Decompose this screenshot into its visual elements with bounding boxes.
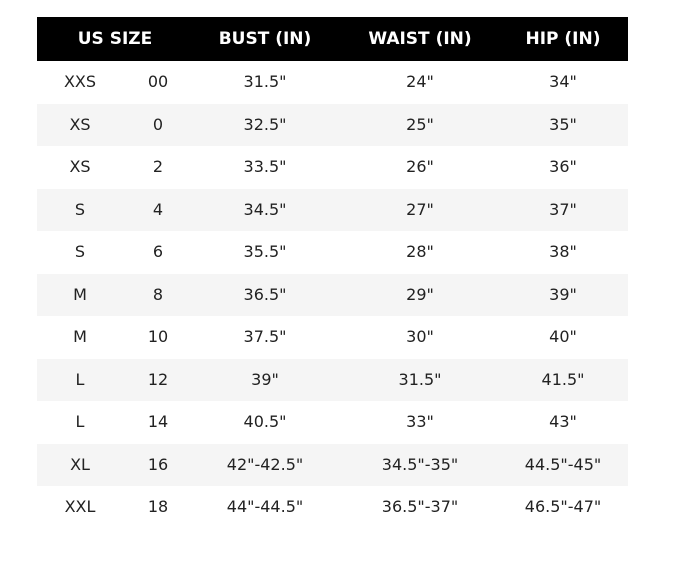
waist-value: 24" bbox=[406, 72, 434, 91]
waist-value: 28" bbox=[406, 242, 434, 261]
header-bust: BUST (IN) bbox=[218, 29, 312, 49]
size-letter: L bbox=[75, 412, 85, 431]
size-letter: L bbox=[75, 369, 85, 389]
size-number: 16 bbox=[147, 454, 169, 474]
table-row: M 10 37.5" 30" 40" bbox=[37, 316, 628, 359]
waist-value: 31.5" bbox=[398, 369, 442, 389]
table-row: L 14 40.5" 33" 43" bbox=[37, 401, 628, 444]
table-row: XXL 18 44"-44.5" 36.5"-37" 46.5"-47" bbox=[37, 486, 628, 529]
size-letter: M bbox=[73, 284, 87, 304]
header-hip: HIP (IN) bbox=[525, 29, 601, 49]
table-row: M 8 36.5" 29" 39" bbox=[37, 273, 628, 316]
bust-value: 36.5" bbox=[243, 284, 287, 304]
waist-value: 30" bbox=[406, 327, 434, 346]
hip-value: 43" bbox=[549, 412, 577, 431]
size-number: 00 bbox=[147, 72, 169, 91]
size-letter: M bbox=[73, 327, 87, 346]
waist-value: 29" bbox=[406, 284, 434, 304]
hip-value: 35" bbox=[549, 114, 577, 134]
size-letter: XXS bbox=[63, 72, 97, 91]
header-us-size: US SIZE bbox=[77, 29, 153, 49]
table-row: S 6 35.5" 28" 38" bbox=[37, 231, 628, 274]
size-letter: S bbox=[74, 242, 86, 261]
bust-value: 42"-42.5" bbox=[226, 454, 304, 474]
size-letter: XS bbox=[69, 157, 91, 176]
size-number: 8 bbox=[152, 284, 164, 304]
bust-value: 31.5" bbox=[243, 72, 287, 91]
size-letter: S bbox=[74, 199, 86, 219]
size-chart-table: US SIZE BUST (IN) WAIST (IN) HIP (IN) XX… bbox=[37, 17, 628, 529]
table-row: XS 2 33.5" 26" 36" bbox=[37, 146, 628, 189]
hip-value: 38" bbox=[549, 242, 577, 261]
hip-value: 40" bbox=[549, 327, 577, 346]
table-body: XXS 00 31.5" 24" 34" XS 0 32.5" 25" 35" XS 2 33.5" 26… bbox=[37, 61, 628, 529]
hip-value: 41.5" bbox=[541, 369, 585, 389]
bust-value: 33.5" bbox=[243, 157, 287, 176]
table-row: L 12 39" 31.5" 41.5" bbox=[37, 358, 628, 401]
table-row: XL 16 42"-42.5" 34.5"-35" 44.5"-45" bbox=[37, 443, 628, 486]
bust-value: 32.5" bbox=[243, 114, 287, 134]
waist-value: 36.5"-37" bbox=[381, 497, 459, 516]
bust-value: 40.5" bbox=[243, 412, 287, 431]
waist-value: 26" bbox=[406, 157, 434, 176]
table-row: XS 0 32.5" 25" 35" bbox=[37, 103, 628, 146]
bust-value: 35.5" bbox=[243, 242, 287, 261]
table-header: US SIZE BUST (IN) WAIST (IN) HIP (IN) bbox=[37, 17, 628, 61]
size-number: 10 bbox=[147, 327, 169, 346]
size-letter: XXL bbox=[64, 497, 96, 516]
bust-value: 37.5" bbox=[243, 327, 287, 346]
hip-value: 34" bbox=[549, 72, 577, 91]
bust-value: 39" bbox=[251, 369, 279, 389]
waist-value: 25" bbox=[406, 114, 434, 134]
hip-value: 37" bbox=[549, 199, 577, 219]
hip-value: 39" bbox=[549, 284, 577, 304]
size-number: 14 bbox=[147, 412, 169, 431]
size-number: 0 bbox=[152, 114, 164, 134]
hip-value: 36" bbox=[549, 157, 577, 176]
hip-value: 46.5"-47" bbox=[524, 497, 602, 516]
size-number: 12 bbox=[147, 369, 169, 389]
size-letter: XS bbox=[69, 114, 91, 134]
waist-value: 27" bbox=[406, 199, 434, 219]
table-row: XXS 00 31.5" 24" 34" bbox=[37, 61, 628, 104]
waist-value: 34.5"-35" bbox=[381, 454, 459, 474]
waist-value: 33" bbox=[406, 412, 434, 431]
bust-value: 44"-44.5" bbox=[226, 497, 304, 516]
hip-value: 44.5"-45" bbox=[524, 454, 602, 474]
size-number: 6 bbox=[152, 242, 164, 261]
size-number: 18 bbox=[147, 497, 169, 516]
table-row: S 4 34.5" 27" 37" bbox=[37, 188, 628, 231]
size-number: 4 bbox=[152, 199, 164, 219]
size-number: 2 bbox=[152, 157, 164, 176]
bust-value: 34.5" bbox=[243, 199, 287, 219]
header-waist: WAIST (IN) bbox=[368, 29, 472, 49]
size-letter: XL bbox=[70, 454, 90, 474]
